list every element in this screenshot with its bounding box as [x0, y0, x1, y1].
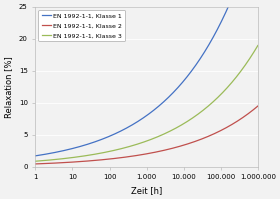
Line: EN 1992-1-1, Klasse 2: EN 1992-1-1, Klasse 2 — [35, 106, 258, 164]
EN 1992-1-1, Klasse 3 — [56, 158, 60, 160]
EN 1992-1-1, Klasse 3 — [256, 44, 260, 47]
EN 1992-1-1, Klasse 2 — [34, 163, 37, 165]
EN 1992-1-1, Klasse 3 — [211, 101, 214, 103]
Y-axis label: Relaxation [%]: Relaxation [%] — [4, 56, 13, 118]
EN 1992-1-1, Klasse 1 — [124, 128, 127, 130]
EN 1992-1-1, Klasse 3 — [34, 160, 37, 162]
EN 1992-1-1, Klasse 2 — [124, 156, 127, 158]
EN 1992-1-1, Klasse 1 — [34, 155, 37, 157]
EN 1992-1-1, Klasse 3 — [207, 104, 211, 107]
EN 1992-1-1, Klasse 2 — [186, 142, 190, 145]
EN 1992-1-1, Klasse 1 — [207, 44, 211, 46]
Line: EN 1992-1-1, Klasse 3: EN 1992-1-1, Klasse 3 — [35, 46, 258, 161]
EN 1992-1-1, Klasse 2 — [56, 162, 60, 164]
EN 1992-1-1, Klasse 2 — [132, 155, 135, 157]
EN 1992-1-1, Klasse 2 — [207, 135, 211, 137]
EN 1992-1-1, Klasse 3 — [132, 144, 135, 147]
EN 1992-1-1, Klasse 1 — [186, 74, 190, 77]
Legend: EN 1992-1-1, Klasse 1, EN 1992-1-1, Klasse 2, EN 1992-1-1, Klasse 3: EN 1992-1-1, Klasse 1, EN 1992-1-1, Klas… — [38, 10, 125, 41]
EN 1992-1-1, Klasse 3 — [186, 120, 190, 122]
EN 1992-1-1, Klasse 1 — [211, 37, 214, 39]
EN 1992-1-1, Klasse 1 — [56, 151, 60, 153]
EN 1992-1-1, Klasse 2 — [211, 133, 214, 136]
EN 1992-1-1, Klasse 2 — [256, 105, 260, 107]
X-axis label: Zeit [h]: Zeit [h] — [131, 186, 162, 195]
EN 1992-1-1, Klasse 3 — [124, 146, 127, 149]
Line: EN 1992-1-1, Klasse 1: EN 1992-1-1, Klasse 1 — [35, 0, 258, 156]
EN 1992-1-1, Klasse 1 — [132, 123, 135, 125]
